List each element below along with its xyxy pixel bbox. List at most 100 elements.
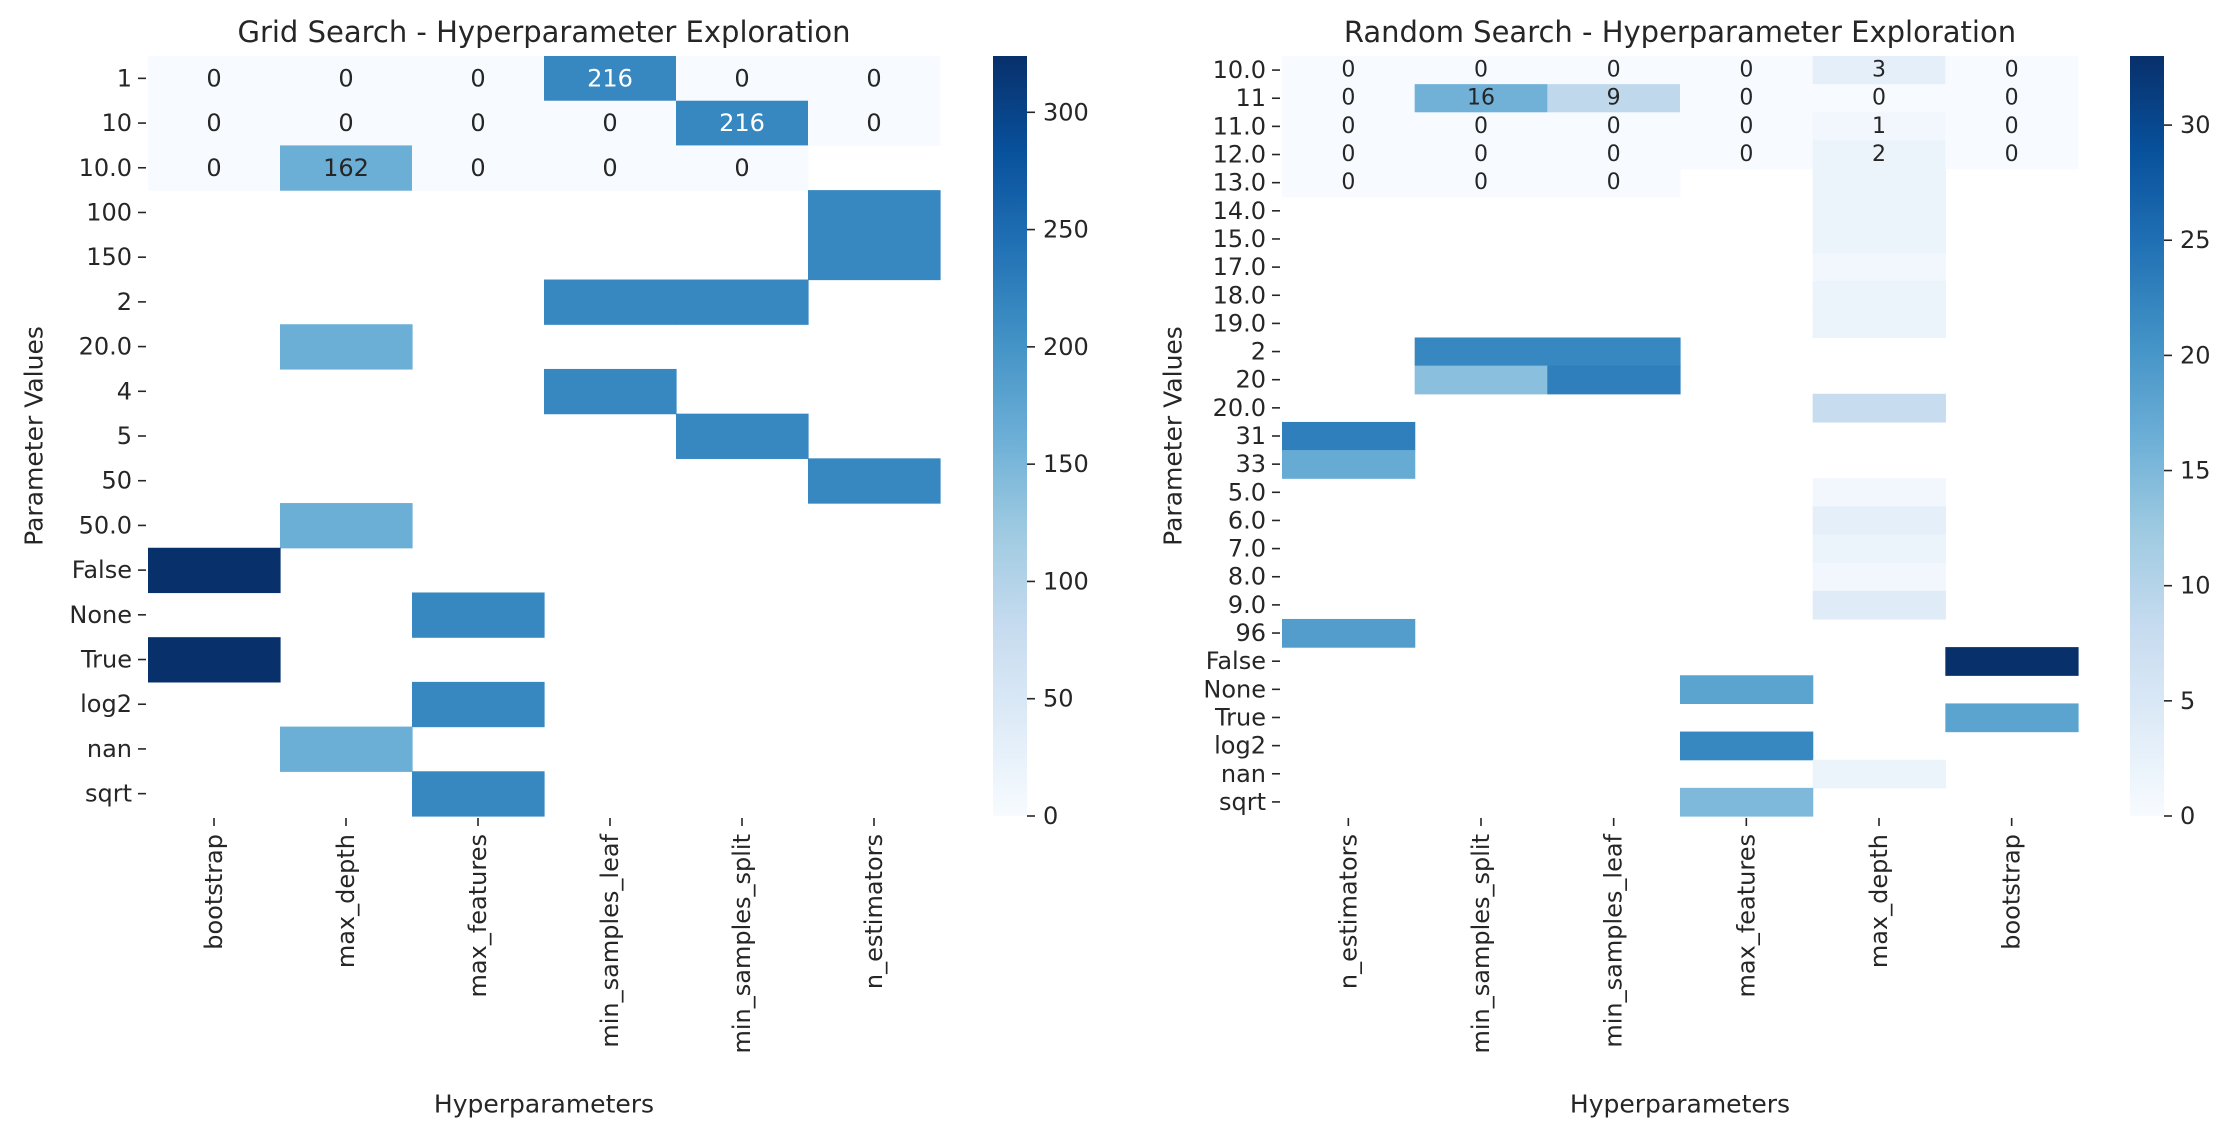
heatmap-cell (1414, 365, 1548, 395)
x-axis-label: Hyperparameters (1570, 1090, 1790, 1119)
heatmap-cell (1945, 56, 2079, 85)
heatmap-cell (1945, 112, 2079, 142)
cell-annotation: 2 (1872, 142, 1886, 167)
cell-annotation: 0 (2005, 142, 2019, 167)
heatmap-cell (412, 681, 545, 728)
cell-annotation: 0 (866, 64, 881, 92)
colorbar-tick-label: 200 (1043, 333, 1089, 361)
heatmap-cell (1812, 478, 1946, 507)
heatmap-cell (1414, 140, 1548, 170)
cell-annotation: 16 (1467, 86, 1495, 111)
y-tick-label: None (69, 601, 132, 629)
colorbar-tick-label: 10 (2180, 572, 2211, 600)
cell-annotation: 3 (1872, 58, 1886, 83)
heatmap-cell (1680, 731, 1814, 761)
cell-annotation: 0 (734, 154, 749, 182)
heatmap-cell (1414, 112, 1548, 142)
y-tick-label: 5.0 (1228, 478, 1266, 506)
heatmap-cell (280, 56, 413, 102)
heatmap-cell (412, 100, 545, 147)
colorbar (993, 56, 1027, 816)
heatmap-cell (1680, 675, 1814, 705)
cell-annotation: 162 (323, 154, 369, 182)
heatmap-cell (1414, 168, 1548, 198)
x-tick-label: bootstrap (1998, 834, 2026, 950)
y-tick-label: 96 (1235, 619, 1266, 647)
heatmap-cell (1812, 281, 1946, 310)
heatmap-cell (808, 234, 941, 281)
cell-annotation: 0 (1474, 170, 1488, 195)
heatmap-cell (1680, 140, 1814, 170)
cell-annotation: 0 (1474, 114, 1488, 139)
cell-annotation: 0 (1341, 86, 1355, 111)
heatmap-cell (1282, 421, 1416, 451)
heatmap-cell (808, 56, 941, 102)
y-tick-label: True (80, 646, 132, 674)
cell-annotation: 0 (2005, 86, 2019, 111)
y-tick-label: 11 (1235, 84, 1266, 112)
x-tick-label: max_depth (332, 834, 360, 968)
heatmap-cell (1812, 506, 1946, 536)
colorbar (2130, 56, 2164, 816)
heatmap-cell (148, 56, 281, 102)
heatmap-cell (148, 145, 281, 191)
y-tick-label: False (1206, 647, 1266, 675)
heatmap-cell (1945, 140, 2079, 170)
cell-annotation: 0 (338, 64, 353, 92)
x-tick-label: min_samples_leaf (596, 833, 624, 1047)
cell-annotation: 0 (338, 109, 353, 137)
heatmap-cell (1812, 759, 1946, 789)
heatmap-cell (676, 56, 809, 102)
heatmap-cell (1812, 84, 1946, 113)
y-tick-label: True (1214, 703, 1266, 731)
cell-annotation: 0 (866, 109, 881, 137)
heatmap-cell (1812, 168, 1946, 198)
heatmap-cell (808, 458, 941, 504)
y-tick-label: 2 (117, 288, 132, 316)
y-tick-label: None (1203, 675, 1266, 703)
cell-annotation: 0 (1739, 58, 1753, 83)
cell-annotation: 0 (470, 64, 485, 92)
heatmap-cell (1812, 140, 1946, 170)
x-tick-label: n_estimators (1334, 834, 1362, 989)
cell-annotation: 0 (1607, 114, 1621, 139)
y-tick-label: 12.0 (1213, 141, 1266, 169)
cell-annotation: 0 (1341, 142, 1355, 167)
x-tick-label: bootstrap (200, 834, 228, 950)
heatmap-cell (676, 413, 809, 459)
y-tick-label: 100 (86, 198, 132, 226)
cell-annotation: 0 (1607, 170, 1621, 195)
x-tick-label: max_features (464, 834, 492, 997)
heatmap-cell (1282, 168, 1416, 198)
y-axis-label: Parameter Values (1159, 326, 1188, 546)
y-tick-label: 8.0 (1228, 563, 1266, 591)
heatmap-cell (544, 100, 677, 147)
cell-annotation: 0 (1872, 86, 1886, 111)
heatmap-cell (676, 145, 809, 191)
heatmap-cell (1945, 84, 2079, 113)
heatmap-cell (544, 279, 677, 325)
heatmap-cell (412, 592, 545, 638)
colorbar-tick-label: 30 (2180, 111, 2211, 139)
y-tick-label: 10.0 (1213, 56, 1266, 84)
chart-title: Grid Search - Hyperparameter Exploration (237, 15, 850, 49)
heatmap-panel-1: 0 0 0 216 0 0 0 0 0 0 216 0 0 162 0 0 0 1 10 10.0 100 150 2 20.… (20, 15, 1089, 1119)
heatmap-cell (1812, 534, 1946, 564)
cell-annotation: 0 (1474, 58, 1488, 83)
cell-annotation: 0 (602, 109, 617, 137)
heatmap-cell (1282, 450, 1416, 479)
colorbar-tick-label: 300 (1043, 98, 1089, 126)
cell-annotation: 0 (1341, 114, 1355, 139)
colorbar-tick-label: 15 (2180, 457, 2211, 485)
colorbar-tick-label: 20 (2180, 341, 2211, 369)
y-tick-label: nan (87, 735, 132, 763)
y-tick-label: log2 (80, 690, 132, 718)
heatmap-cell (808, 100, 941, 147)
heatmap-cell (1547, 112, 1681, 142)
heatmap-cell (1812, 224, 1946, 254)
cell-annotation: 0 (1474, 142, 1488, 167)
heatmap-cell (1812, 393, 1946, 423)
heatmap-cell (1945, 647, 2079, 676)
cell-annotation: 9 (1607, 86, 1621, 111)
